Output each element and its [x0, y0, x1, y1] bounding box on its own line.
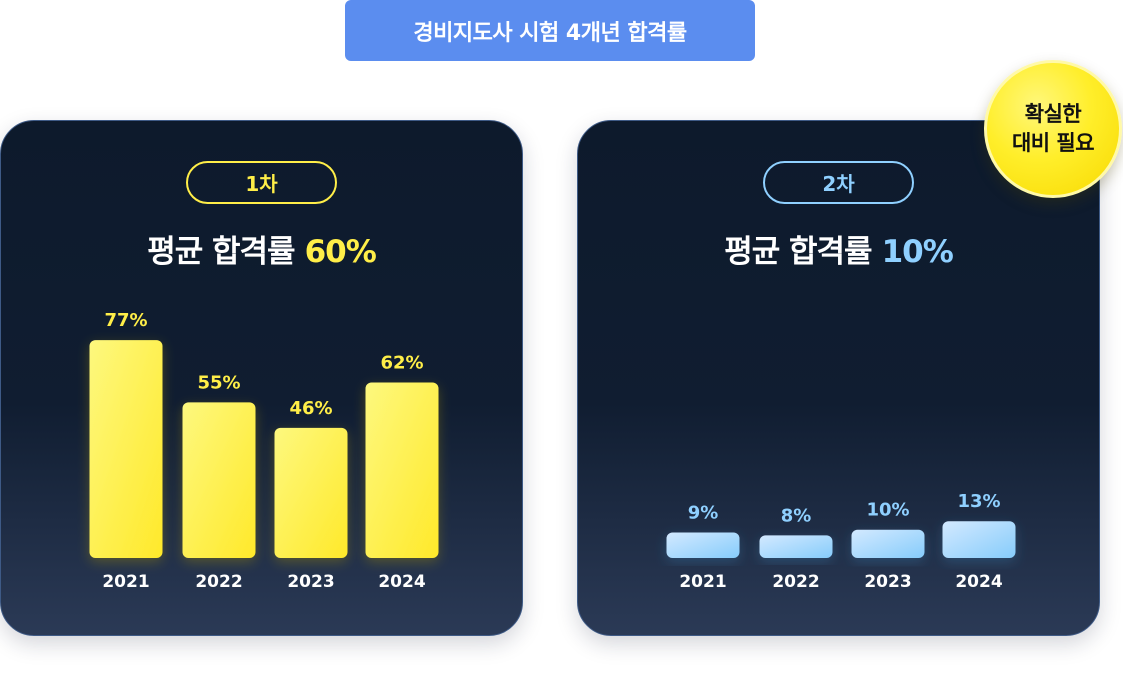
- round1-bar-2021: [89, 340, 163, 558]
- round1-headline-text: 평균 합격률: [147, 234, 295, 270]
- round1-label: 1차: [186, 161, 337, 204]
- round1-year-label-2024: 2024: [378, 572, 425, 592]
- round1-card: 1차 평균 합격률 60% 77% 2021 55% 2022 46% 2023 62% 202…: [0, 120, 523, 636]
- round2-value-label-2022: 8%: [781, 505, 812, 526]
- round1-value-label-2022: 55%: [197, 372, 240, 393]
- round2-card: 2차 평균 합격률 10% 9% 2021 8% 2022 10% 2023 13% 2024: [577, 120, 1100, 636]
- round1-year-label-2022: 2022: [195, 572, 242, 592]
- round2-average-value: 10%: [881, 234, 954, 270]
- round2-headline: 평균 합격률 10%: [578, 226, 1099, 271]
- page-title: 경비지도사 시험 4개년 합격률: [345, 0, 755, 61]
- emphasis-badge: 확실한 대비 필요: [984, 60, 1122, 198]
- round1-value-label-2024: 62%: [380, 353, 423, 374]
- round2-headline-text: 평균 합격률: [724, 234, 872, 270]
- round1-year-label-2023: 2023: [287, 572, 334, 592]
- round2-bar-2023: [851, 529, 925, 558]
- round1-value-label-2021: 77%: [104, 310, 147, 331]
- round1-bar-2022: [182, 402, 256, 558]
- round2-year-label-2023: 2023: [864, 572, 911, 592]
- round1-bar-chart: 77% 2021 55% 2022 46% 2023 62% 2024: [89, 310, 439, 592]
- round1-bar-2024: [365, 382, 439, 558]
- round2-year-label-2022: 2022: [772, 572, 819, 592]
- badge-line1: 확실한: [1024, 102, 1082, 126]
- round2-value-label-2024: 13%: [957, 491, 1000, 512]
- round1-headline: 평균 합격률 60%: [1, 226, 522, 271]
- round2-year-label-2021: 2021: [679, 572, 726, 592]
- round1-bar-2023: [274, 427, 348, 558]
- round2-label: 2차: [763, 161, 914, 204]
- round2-value-label-2021: 9%: [688, 503, 719, 524]
- round1-year-label-2021: 2021: [102, 572, 149, 592]
- round2-bar-2024: [942, 521, 1016, 558]
- round1-value-label-2023: 46%: [289, 398, 332, 419]
- round1-average-value: 60%: [304, 234, 377, 270]
- round2-bar-2022: [759, 535, 833, 558]
- badge-line2: 대비 필요: [1011, 131, 1095, 155]
- round2-value-label-2023: 10%: [866, 500, 909, 521]
- round2-bar-chart: 9% 2021 8% 2022 10% 2023 13% 2024: [666, 491, 1016, 592]
- round2-bar-2021: [666, 532, 740, 558]
- round2-year-label-2024: 2024: [955, 572, 1002, 592]
